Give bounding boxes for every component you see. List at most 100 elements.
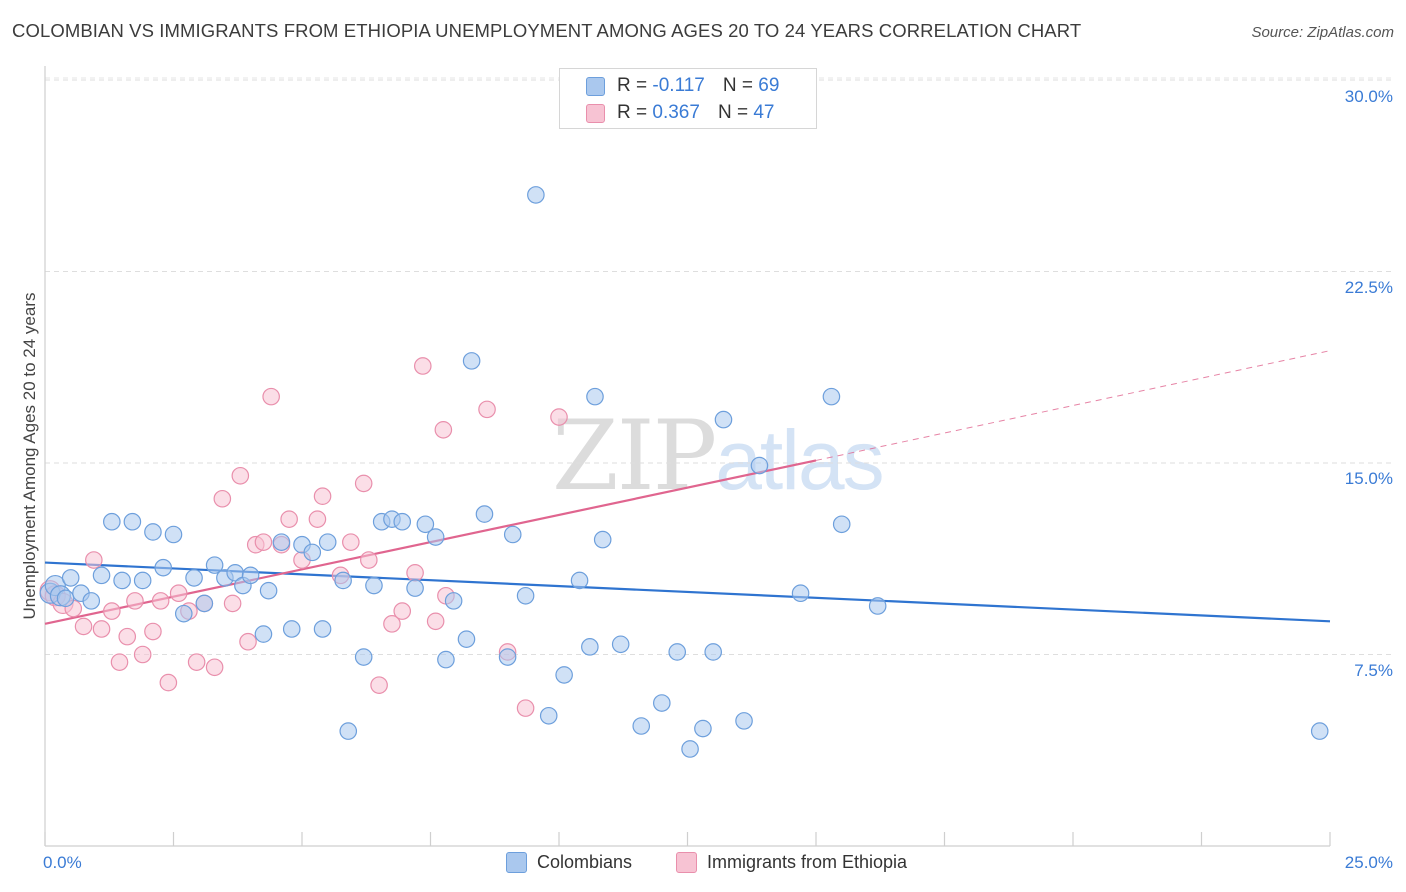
point-ethiopia (169, 584, 188, 603)
point-colombians (593, 530, 612, 549)
n-label: N = (722, 75, 753, 96)
point-colombians (416, 515, 435, 534)
point-ethiopia (313, 487, 332, 505)
point-ethiopia (426, 612, 445, 631)
point-colombians (205, 556, 224, 574)
point-ethiopia (74, 617, 93, 636)
correlation-legend: R = -0.117 N = 69 R = 0.367 N = 47 (559, 68, 817, 129)
chart-title: COLOMBIAN VS IMMIGRANTS FROM ETHIOPIA UN… (12, 20, 1082, 41)
point-colombians (272, 533, 291, 551)
legend-item-colombians[interactable]: Colombians (506, 852, 632, 873)
point-colombians (354, 648, 373, 666)
point-ethiopia (254, 533, 273, 551)
point-colombians (195, 594, 214, 613)
point-colombians (868, 597, 887, 615)
n-label: N = (717, 102, 749, 123)
point-colombians (570, 571, 589, 590)
point-ethiopia (434, 421, 453, 439)
point-ethiopia (223, 594, 242, 613)
watermark-zip: ZIP (552, 400, 717, 512)
point-ethiopia (413, 357, 432, 375)
point-colombians (462, 352, 481, 370)
point-colombians (406, 579, 424, 597)
legend-label: Immigrants from Ethiopia (707, 852, 908, 872)
point-colombians (365, 576, 383, 595)
point-ethiopia (110, 653, 129, 671)
point-ethiopia (133, 645, 152, 664)
point-colombians (750, 456, 769, 475)
y-tick-label: 7.5% (1354, 661, 1393, 680)
point-colombians (668, 643, 687, 661)
point-colombians (704, 643, 722, 661)
point-colombians (457, 630, 476, 648)
trend-line-ethiopia-extension (815, 350, 1331, 461)
point-ethiopia (370, 676, 388, 694)
point-ethiopia (159, 673, 178, 692)
point-colombians (82, 592, 101, 610)
point-ethiopia (354, 474, 373, 493)
point-ethiopia (262, 387, 280, 406)
y-axis-label: Unemployment Among Ages 20 to 24 years (20, 292, 39, 620)
point-colombians (174, 604, 193, 623)
x-tick-label: 0.0% (43, 853, 82, 872)
point-ethiopia (478, 400, 496, 419)
point-colombians (516, 586, 535, 605)
point-ethiopia (406, 563, 424, 582)
point-colombians (527, 186, 545, 204)
legend-row-ethiopia: R = 0.367 N = 47 (586, 102, 774, 124)
point-colombians (475, 505, 494, 523)
point-colombians (303, 543, 322, 562)
point-colombians (259, 581, 278, 600)
point-colombians (241, 566, 260, 585)
point-ethiopia (550, 408, 568, 426)
point-ethiopia (239, 632, 257, 651)
trend-line-colombians (44, 561, 1331, 623)
point-ethiopia (103, 602, 121, 620)
point-colombians (437, 650, 455, 669)
point-colombians (1310, 722, 1329, 740)
legend-item-ethiopia[interactable]: Immigrants from Ethiopia (676, 852, 907, 873)
watermark: ZIPatlas (552, 400, 885, 512)
point-ethiopia (280, 510, 298, 528)
point-colombians (681, 740, 699, 758)
point-colombians (113, 571, 131, 590)
r-value: -0.117 (652, 75, 705, 96)
point-ethiopia (118, 627, 137, 646)
point-ethiopia (393, 602, 412, 620)
point-colombians (92, 566, 111, 585)
point-colombians (164, 525, 183, 544)
y-tick-label: 22.5% (1344, 278, 1393, 297)
point-ethiopia (126, 592, 144, 610)
n-value: 69 (758, 75, 780, 96)
point-ethiopia (383, 615, 401, 633)
point-colombians (318, 533, 337, 551)
source-label: Source: ZipAtlas.com (1251, 24, 1394, 41)
point-colombians (426, 528, 445, 546)
point-colombians (832, 515, 851, 534)
point-ethiopia (308, 510, 327, 528)
point-colombians (144, 523, 162, 541)
r-value: 0.367 (652, 102, 700, 123)
point-colombians (61, 569, 80, 587)
point-colombians (586, 387, 604, 406)
point-ethiopia (187, 653, 206, 671)
point-colombians (632, 717, 651, 735)
point-ethiopia (360, 551, 378, 569)
point-colombians (185, 569, 203, 587)
point-colombians (791, 584, 810, 603)
r-label: R = (617, 102, 648, 123)
point-colombians (735, 712, 753, 730)
pink-swatch-icon (676, 852, 697, 873)
point-ethiopia (151, 592, 170, 610)
point-ethiopia (92, 620, 111, 638)
point-colombians (254, 625, 273, 643)
x-tick-label: 25.0% (1344, 853, 1393, 872)
point-colombians (133, 571, 152, 590)
point-colombians (154, 558, 173, 577)
y-tick-label: 30.0% (1344, 87, 1393, 106)
point-ethiopia (231, 466, 250, 485)
r-label: R = (617, 75, 648, 96)
watermark-atlas: atlas (715, 413, 884, 507)
point-colombians (694, 719, 712, 738)
